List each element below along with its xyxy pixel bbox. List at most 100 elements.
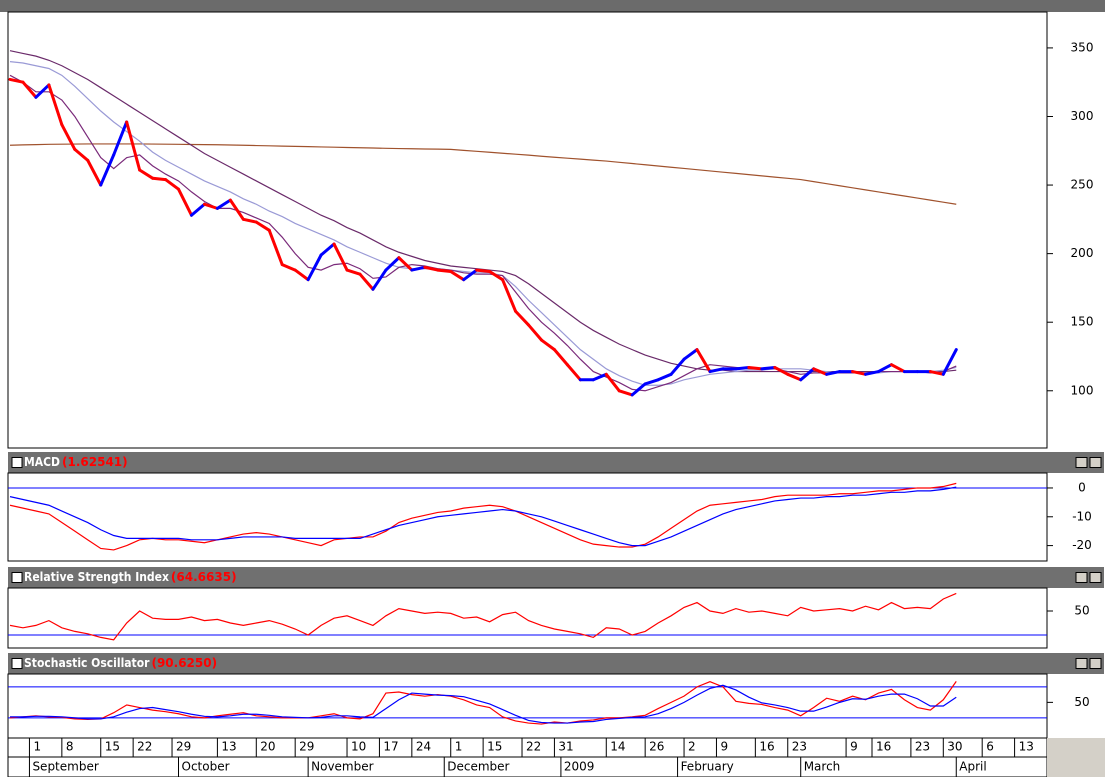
price-segment: [112, 120, 129, 157]
price-segment: [799, 367, 816, 382]
month-label: April: [959, 760, 986, 774]
y-tick-label: -20: [1072, 538, 1092, 552]
price-segment: [60, 123, 77, 151]
indicator-line: [9, 592, 957, 641]
price-segment: [371, 268, 388, 291]
stoch-header: [8, 653, 1104, 674]
price-segment: [164, 178, 181, 191]
x-tick-label: 17: [383, 740, 398, 754]
price-segment: [397, 256, 414, 272]
price-segment: [825, 370, 842, 376]
price-segment: [864, 370, 880, 376]
panel-checkbox[interactable]: [11, 658, 23, 669]
x-tick-label: 31: [558, 740, 573, 754]
x-tick-label: 29: [299, 740, 314, 754]
price-segment: [941, 348, 958, 376]
panel-checkbox[interactable]: [11, 457, 23, 468]
price-segment: [86, 158, 103, 187]
x-tick-label: 13: [1019, 740, 1034, 754]
x-tick-label: 16: [759, 740, 774, 754]
panel-title: Stochastic Oscillator: [24, 656, 150, 670]
price-segment: [267, 228, 284, 267]
restore-button[interactable]: [1075, 457, 1088, 468]
panel-value: (64.6635): [171, 570, 237, 584]
y-tick-label: 50: [1074, 604, 1089, 618]
indicator-line: [9, 486, 957, 547]
main-panel-frame: [7, 11, 1048, 449]
x-tick-label: 1: [33, 740, 41, 754]
price-segment: [630, 382, 647, 397]
month-label: October: [182, 760, 230, 774]
panel-value: (90.6250): [151, 656, 217, 670]
macd-header: [8, 452, 1104, 473]
price-segment: [488, 269, 505, 282]
price-segment: [565, 363, 582, 382]
x-tick-label: 30: [947, 740, 962, 754]
x-tick-label: 24: [416, 740, 431, 754]
price-segment: [125, 120, 142, 172]
price-segment: [228, 198, 245, 221]
month-label: December: [447, 760, 509, 774]
price-segment: [73, 147, 90, 162]
price-segment: [656, 372, 673, 382]
month-label: 2009: [564, 760, 595, 774]
price-segment: [358, 272, 375, 291]
main-title-bar: [0, 0, 1112, 12]
price-segment: [617, 389, 634, 397]
price-segment: [47, 83, 64, 127]
close-button[interactable]: [1089, 457, 1102, 468]
month-label: September: [32, 760, 98, 774]
price-segment: [319, 242, 336, 257]
price-segment: [708, 367, 725, 374]
price-segment: [280, 263, 297, 272]
price-segment: [138, 168, 155, 180]
indicator-line: [9, 74, 957, 392]
restore-button[interactable]: [1075, 658, 1088, 669]
corner-box: [1047, 738, 1112, 777]
y-tick-label: 350: [1071, 40, 1094, 54]
y-tick-label: 50: [1074, 695, 1089, 709]
close-button[interactable]: [1089, 572, 1102, 583]
indicator-line: [9, 681, 957, 725]
price-segment: [21, 80, 38, 99]
restore-button[interactable]: [1075, 572, 1088, 583]
y-tick-label: 200: [1071, 246, 1094, 260]
panel-title: Relative Strength Index: [24, 570, 169, 584]
month-label: March: [804, 760, 841, 774]
x-tick-label: 22: [137, 740, 152, 754]
price-segment: [345, 268, 362, 276]
x-tick-label: 23: [792, 740, 807, 754]
x-tick-label: 1: [455, 740, 463, 754]
price-segment: [552, 348, 569, 367]
x-tick-label: 6: [986, 740, 994, 754]
price-segment: [876, 363, 893, 374]
price-segment: [682, 348, 699, 361]
price-segment: [410, 265, 427, 272]
y-tick-label: -10: [1072, 509, 1092, 523]
panel-value: (1.62541): [62, 455, 128, 469]
price-segment: [928, 370, 945, 376]
x-tick-label: 23: [915, 740, 930, 754]
close-button[interactable]: [1089, 658, 1102, 669]
price-segment: [812, 367, 829, 376]
y-tick-label: 150: [1071, 315, 1094, 329]
indicator-line: [9, 143, 957, 205]
price-segment: [34, 83, 51, 99]
x-tick-label: 13: [221, 740, 236, 754]
x-tick-label: 20: [260, 740, 275, 754]
price-segment: [669, 357, 686, 376]
panel-checkbox[interactable]: [11, 572, 23, 583]
price-segment: [747, 365, 764, 371]
x-tick-label: 29: [176, 740, 191, 754]
price-segment: [604, 372, 621, 393]
price-segment: [215, 198, 232, 210]
price-segment: [449, 269, 466, 282]
price-segment: [501, 278, 518, 313]
price-segment: [189, 202, 206, 217]
price-segment: [202, 202, 219, 210]
rsi-frame: [7, 587, 1048, 649]
price-segment: [591, 372, 608, 382]
price-segment: [514, 309, 530, 327]
price-segment: [786, 372, 803, 382]
